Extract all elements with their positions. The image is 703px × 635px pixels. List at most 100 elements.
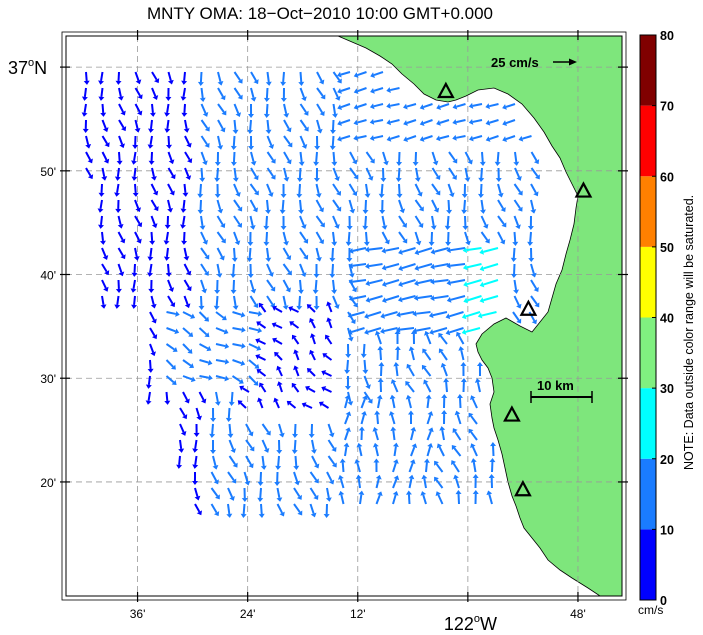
current-vector-head-63	[468, 102, 474, 109]
current-vector-head-218	[336, 206, 342, 212]
current-vector-head-479	[171, 380, 177, 385]
current-vector-head-130	[230, 161, 237, 167]
current-vector-382	[352, 295, 367, 300]
current-vector-408	[383, 311, 398, 317]
current-vector-head-427	[309, 317, 315, 323]
current-vector-234	[150, 215, 156, 225]
current-vector-head-156	[199, 177, 206, 183]
lat-label-0: 37oN	[8, 57, 47, 78]
current-vector-head-353	[331, 289, 338, 294]
current-vector-head-639	[258, 513, 265, 519]
current-vector-514	[392, 382, 399, 393]
current-vector-head-6	[181, 80, 188, 85]
current-vector-head-344	[186, 286, 192, 292]
current-vector-head-412	[445, 313, 451, 320]
current-vector-head-182	[182, 192, 189, 197]
current-vector-head-428	[326, 317, 332, 323]
current-vector-438	[149, 343, 155, 353]
current-vector-head-402	[288, 306, 294, 312]
current-vector-20	[100, 87, 104, 98]
current-vector-head-113	[403, 136, 409, 142]
current-vector-34	[332, 87, 339, 98]
current-vector-head-248	[381, 225, 388, 230]
current-vector-head-33	[320, 94, 326, 100]
current-vector-head-604	[313, 478, 319, 484]
current-vector-head-116	[452, 134, 457, 141]
current-vector-590	[393, 446, 397, 457]
current-vector-head-135	[313, 161, 320, 166]
current-vector-484	[248, 375, 257, 384]
current-vector-head-332	[414, 265, 420, 271]
current-vector-604	[309, 471, 318, 481]
lat-label-3: 30'	[40, 372, 56, 386]
current-vector-head-550	[361, 410, 367, 416]
current-vector-head-141	[412, 161, 419, 167]
current-vector-565	[293, 439, 297, 451]
current-vector-411	[432, 311, 448, 317]
current-vector-202	[513, 183, 522, 193]
current-vector-head-321	[247, 273, 254, 279]
current-vector-head-328	[348, 262, 354, 269]
current-vector-head-595	[470, 443, 476, 449]
current-vector-head-46	[202, 112, 209, 117]
current-vector-head-388	[446, 296, 452, 303]
current-vector-175	[514, 167, 520, 178]
current-vector-head-319	[216, 273, 223, 278]
current-vector-head-125	[148, 160, 155, 165]
current-vector-215	[281, 199, 285, 211]
current-vector-head-104	[268, 144, 275, 149]
current-vector-head-28	[237, 94, 243, 100]
current-vector-223	[414, 199, 423, 209]
current-vector-head-392	[534, 302, 540, 308]
current-vector-179	[134, 183, 137, 194]
current-vector-head-26	[199, 97, 206, 102]
current-vector-head-577	[176, 464, 183, 469]
current-vector-203	[530, 183, 537, 194]
current-vector-head-76	[247, 129, 254, 134]
current-vector-229	[513, 199, 521, 209]
current-vector-head-80	[316, 128, 323, 134]
current-vector-head-635	[196, 510, 202, 516]
current-vector-head-24	[165, 96, 172, 101]
current-vector-9	[233, 71, 241, 81]
current-vector-head-399	[257, 310, 263, 317]
current-vector-293	[233, 247, 236, 259]
current-vector-361	[450, 279, 466, 284]
current-vector-head-617	[214, 494, 220, 500]
current-vector-62	[456, 103, 466, 108]
current-vector-638	[242, 503, 246, 515]
current-vector-284	[529, 231, 532, 243]
current-vector-390	[483, 295, 499, 302]
current-vector-head-445	[255, 338, 261, 344]
current-vector-head-251	[430, 225, 437, 230]
current-vector-14	[316, 71, 323, 82]
current-vector-head-456	[438, 332, 444, 338]
current-vector-532	[377, 398, 381, 409]
current-vector-head-238	[220, 223, 226, 229]
current-vector-44	[166, 103, 170, 113]
current-vector-head-94	[104, 142, 110, 148]
current-vector-head-538	[470, 395, 476, 401]
current-vector-356	[368, 279, 383, 285]
current-vector-627	[375, 478, 380, 489]
current-vector-head-616	[194, 495, 201, 501]
current-vector-624	[326, 487, 330, 499]
current-vector-525	[258, 400, 264, 409]
current-vector-head-129	[214, 162, 221, 167]
current-vector-407	[367, 311, 382, 318]
current-vector-144	[464, 151, 472, 162]
current-vector-617	[210, 487, 219, 497]
current-vector-head-306	[430, 248, 436, 255]
current-vector-head-327	[348, 273, 355, 278]
current-vector-47	[217, 103, 225, 113]
current-vector-119	[505, 135, 516, 141]
current-vector-394	[166, 311, 177, 315]
current-vector-head-78	[286, 127, 292, 133]
current-vector-head-133	[286, 159, 292, 165]
current-vector-head-37	[370, 87, 375, 94]
current-vector-head-487	[293, 365, 299, 371]
current-vector-head-410	[412, 310, 417, 317]
current-vector-391	[513, 295, 520, 306]
colorbar-band-6	[640, 105, 656, 177]
current-vector-head-540	[193, 432, 200, 437]
